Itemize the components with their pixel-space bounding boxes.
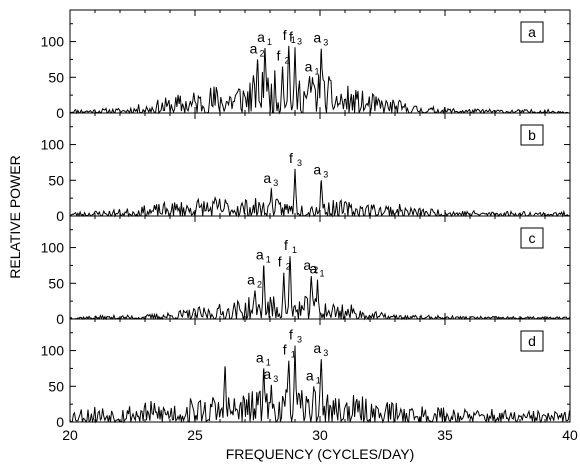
peak-label-subscript: 3 bbox=[323, 348, 328, 358]
peak-label: a bbox=[263, 170, 271, 186]
peak-label: a bbox=[305, 58, 313, 74]
peak-label: a bbox=[256, 246, 264, 262]
y-tick-label: 100 bbox=[41, 240, 65, 256]
x-axis-label: FREQUENCY (CYCLES/DAY) bbox=[226, 446, 415, 462]
panel-d-letter-box bbox=[520, 330, 544, 352]
panel-d-letter: d bbox=[528, 333, 536, 349]
panel-a-series-line bbox=[69, 45, 570, 115]
y-tick-label: 0 bbox=[56, 414, 64, 430]
peak-label: a bbox=[263, 366, 271, 382]
peak-label-subscript: 2 bbox=[313, 265, 318, 275]
x-tick-label: 30 bbox=[312, 427, 328, 443]
panel-b-letter-box bbox=[520, 124, 544, 146]
panel-c-frame bbox=[69, 215, 571, 320]
y-tick-label: 100 bbox=[41, 34, 65, 50]
peak-label: a bbox=[306, 367, 314, 383]
peak-label: f bbox=[289, 150, 293, 166]
y-tick-label: 100 bbox=[41, 137, 65, 153]
y-tick-label: 0 bbox=[56, 311, 64, 327]
peak-label-subscript: 2 bbox=[260, 48, 265, 58]
y-tick-label: 50 bbox=[48, 172, 64, 188]
peak-label-subscript: 3 bbox=[323, 169, 328, 179]
x-tick-label: 35 bbox=[437, 427, 453, 443]
peak-label: f bbox=[278, 254, 282, 270]
peak-label: a bbox=[247, 271, 255, 287]
peak-label-subscript: 1 bbox=[315, 66, 320, 76]
peak-label-subscript: 1 bbox=[316, 375, 321, 385]
peak-label-subscript: 1 bbox=[291, 350, 296, 360]
peak-label-subscript: 3 bbox=[273, 178, 278, 188]
panel-c-letter: c bbox=[529, 230, 536, 246]
peak-label-subscript: 1 bbox=[291, 35, 296, 45]
peak-label-subscript: 1 bbox=[267, 37, 272, 47]
peak-label-subscript: 3 bbox=[297, 335, 302, 345]
y-axis-label: RELATIVE POWER bbox=[7, 155, 23, 278]
x-tick-label: 40 bbox=[562, 427, 578, 443]
y-tick-label: 50 bbox=[48, 378, 64, 394]
peak-label-subscript: 3 bbox=[273, 374, 278, 384]
peak-label-subscript: 1 bbox=[292, 245, 297, 255]
peak-label-subscript: 3 bbox=[297, 158, 302, 168]
peak-label: a bbox=[250, 40, 258, 56]
peak-label: f bbox=[284, 237, 288, 253]
peak-label-subscript: 2 bbox=[285, 56, 290, 66]
y-tick-label: 100 bbox=[41, 343, 65, 359]
peak-label: f bbox=[283, 27, 287, 43]
peak-label-subscript: 1 bbox=[320, 269, 325, 279]
peak-label-subscript: 3 bbox=[323, 38, 328, 48]
panel-b-letter: b bbox=[528, 127, 536, 143]
peak-label: f bbox=[289, 327, 293, 343]
peak-label-subscript: 1 bbox=[266, 254, 271, 264]
panel-d-series-line bbox=[69, 345, 570, 424]
peak-label: f bbox=[289, 28, 293, 44]
peak-label: a bbox=[257, 29, 265, 45]
panel-c-letter-box bbox=[520, 227, 544, 249]
panel-a-letter: a bbox=[528, 24, 536, 40]
peak-label-subscript: 3 bbox=[297, 36, 302, 46]
peak-label: a bbox=[256, 349, 264, 365]
peak-label-subscript: 1 bbox=[266, 357, 271, 367]
y-tick-label: 50 bbox=[48, 275, 64, 291]
peak-label: a bbox=[313, 340, 321, 356]
peak-label-subscript: 2 bbox=[286, 262, 291, 272]
peak-label-subscript: 2 bbox=[257, 279, 262, 289]
y-tick-label: 0 bbox=[56, 208, 64, 224]
y-tick-label: 50 bbox=[48, 69, 64, 85]
x-tick-label: 20 bbox=[62, 427, 78, 443]
peak-label: a bbox=[303, 257, 311, 273]
peak-label: a bbox=[310, 261, 318, 277]
peak-label: f bbox=[283, 342, 287, 358]
peak-label: a bbox=[313, 161, 321, 177]
panel-c-series-line bbox=[69, 256, 570, 321]
x-tick-label: 25 bbox=[187, 427, 203, 443]
panel-b-series-line bbox=[69, 168, 570, 218]
y-tick-label: 0 bbox=[56, 105, 64, 121]
peak-label: f bbox=[277, 48, 281, 64]
peak-label: a bbox=[313, 30, 321, 46]
panel-a-letter-box bbox=[520, 21, 544, 43]
